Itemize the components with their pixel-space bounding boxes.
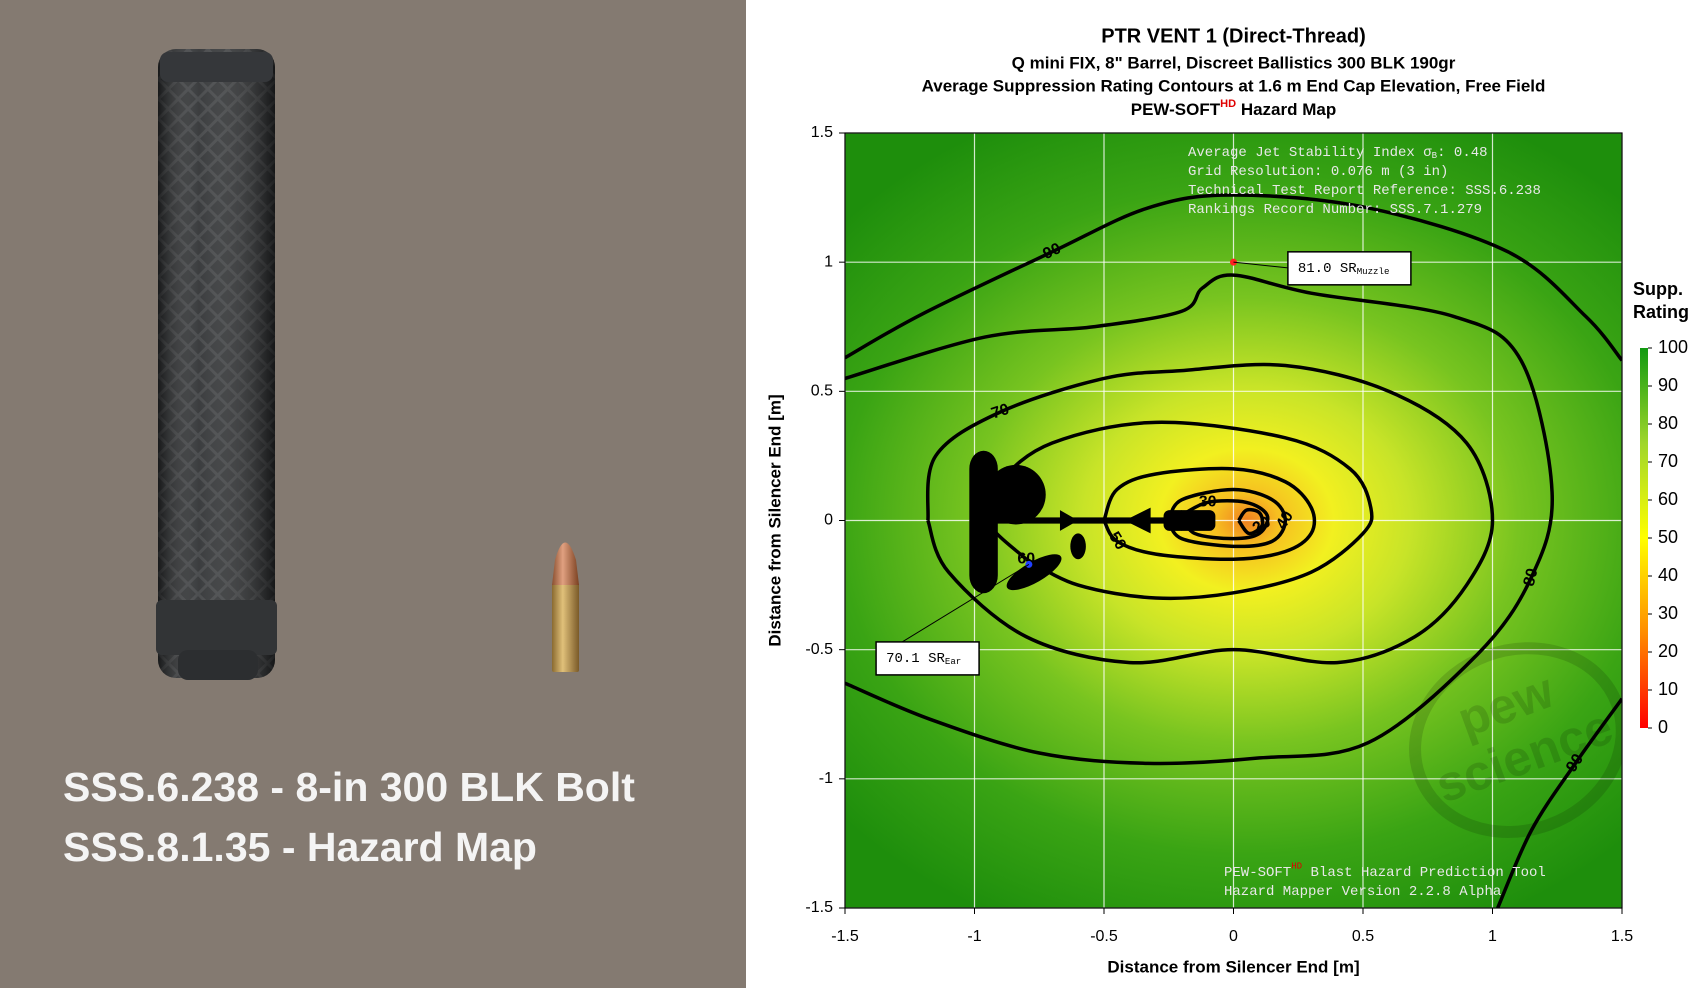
contour-label: 30	[1199, 494, 1217, 511]
plot-frame	[844, 132, 1623, 909]
info-line-rest: : 0.48	[1437, 145, 1487, 161]
ear-zone	[1006, 554, 1062, 591]
info-line-text: Rankings Record Number: SSS.7.1.279	[1188, 202, 1482, 218]
info-line-text: Average Jet Stability Index σ	[1188, 145, 1432, 161]
info-line: Rankings Record Number: SSS.7.1.279	[1188, 202, 1482, 218]
colorbar-tick-label: 20	[1658, 641, 1678, 661]
chart-subtitle: Q mini FIX, 8" Barrel, Discreet Ballisti…	[1012, 53, 1456, 72]
suppressor	[1163, 510, 1216, 531]
colorbar-tick-label: 10	[1658, 679, 1678, 699]
y-tick-label: 1	[824, 253, 833, 270]
contour-label: 70	[989, 401, 1011, 423]
contour-label: 90	[1040, 240, 1063, 263]
caption: SSS.6.238 - 8-in 300 BLK Bolt	[63, 764, 635, 810]
colorbar-tick-label: 40	[1658, 565, 1678, 585]
x-tick-label: -0.5	[1090, 928, 1118, 945]
arm	[995, 517, 1198, 524]
contour-line	[925, 362, 1495, 665]
annotation-box	[1287, 251, 1412, 286]
colorbar-label: Supp.	[1633, 279, 1683, 299]
contour-label: 40	[1273, 508, 1297, 532]
x-tick-label: -1.5	[831, 928, 859, 945]
info-line-sub: B	[1432, 151, 1438, 162]
contour-line	[1237, 507, 1265, 536]
contour-label: 50	[1105, 529, 1129, 553]
chart-subtitle-rest: Hazard Map	[1236, 100, 1336, 119]
annotation-label-text: 81.0 SR	[1298, 261, 1357, 277]
info-line: Technical Test Report Reference: SSS.6.2…	[1188, 183, 1541, 199]
info-line-text: Technical Test Report Reference: SSS.6.2…	[1188, 183, 1541, 199]
footer-line-rest: Blast Hazard Prediction Tool	[1302, 865, 1546, 881]
chart-subtitle-text: PEW-SOFT	[1131, 100, 1221, 119]
annotation-box	[875, 641, 980, 676]
torso	[969, 450, 998, 594]
x-tick-label: 1	[1488, 928, 1497, 945]
colorbar-tick-label: 30	[1658, 603, 1678, 623]
footer-line-sup: HD	[1291, 861, 1302, 872]
colorbar-tick-label: 0	[1658, 717, 1668, 737]
head	[986, 464, 1046, 525]
y-tick-label: -0.5	[805, 641, 833, 658]
contour-line	[1180, 499, 1270, 541]
contour-line	[845, 273, 1554, 766]
x-tick-label: 0	[1229, 928, 1238, 945]
x-axis-label: Distance from Silencer End [m]	[1107, 957, 1359, 976]
contour-line	[1102, 466, 1317, 562]
info-block: Average Jet Stability Index σB: 0.48 Grid…	[1188, 145, 1541, 218]
contour-line	[1167, 487, 1288, 549]
info-line-text: Grid Resolution: 0.076 m (3 in)	[1188, 164, 1448, 180]
y-tick-label: 0.5	[811, 383, 833, 400]
footer-line: PEW-SOFTHD Blast Hazard Prediction Tool	[1224, 861, 1546, 881]
ear-zone	[1070, 533, 1086, 560]
contour-line	[1496, 697, 1622, 908]
annotation-label: 70.1 SREar	[886, 651, 961, 668]
colorbar-tick-label: 50	[1658, 527, 1678, 547]
chart-subtitle: Average Suppression Rating Contours at 1…	[922, 76, 1546, 95]
footer-line: Hazard Mapper Version 2.2.8 Alpha	[1224, 884, 1501, 900]
y-tick-label: -1.5	[805, 899, 833, 916]
footer-line-text: Hazard Mapper Version 2.2.8 Alpha	[1224, 884, 1501, 900]
colorbar-label: Rating	[1633, 302, 1689, 322]
shooter-silhouette	[969, 450, 1216, 594]
colorbar-tick-label: 100	[1658, 337, 1688, 357]
chart-subtitle: PEW-SOFTHD Hazard Map	[1131, 98, 1336, 119]
annotation-label: 81.0 SRMuzzle	[1298, 261, 1390, 278]
colorbar-tick-label: 80	[1658, 413, 1678, 433]
photo-panel: SSS.6.238 - 8-in 300 BLK Bolt SSS.8.1.35…	[0, 0, 746, 988]
barrel-triangles	[1059, 507, 1182, 534]
annotation-label-text: 70.1 SR	[886, 651, 945, 667]
chart-title: PTR VENT 1 (Direct-Thread)	[1101, 25, 1365, 47]
colorbar-tick-label: 90	[1658, 375, 1678, 395]
annotation-leader	[1233, 261, 1288, 269]
y-axis-label: Distance from Silencer End [m]	[765, 394, 784, 646]
footer-line-text: PEW-SOFT	[1224, 865, 1291, 881]
y-tick-label: 0	[824, 512, 833, 529]
colorbar-tick-label: 70	[1658, 451, 1678, 471]
chart-subtitle-sup: HD	[1220, 98, 1236, 110]
contour-label: 80	[1521, 567, 1542, 588]
info-line: Grid Resolution: 0.076 m (3 in)	[1188, 164, 1448, 180]
caption: SSS.8.1.35 - Hazard Map	[63, 824, 537, 870]
contour-label: 20	[1250, 514, 1274, 538]
x-tick-label: -1	[967, 928, 981, 945]
x-tick-label: 0.5	[1352, 928, 1374, 945]
info-line: Average Jet Stability Index σB: 0.48	[1188, 145, 1488, 162]
y-tick-label: -1	[819, 770, 833, 787]
annotation-label-sub: Ear	[945, 657, 961, 668]
contour-line	[845, 193, 1622, 362]
colorbar-tick-label: 60	[1658, 489, 1678, 509]
y-tick-label: 1.5	[811, 124, 833, 141]
annotation-label-sub: Muzzle	[1357, 266, 1390, 277]
colorbar	[1640, 348, 1648, 728]
x-tick-label: 1.5	[1611, 928, 1633, 945]
